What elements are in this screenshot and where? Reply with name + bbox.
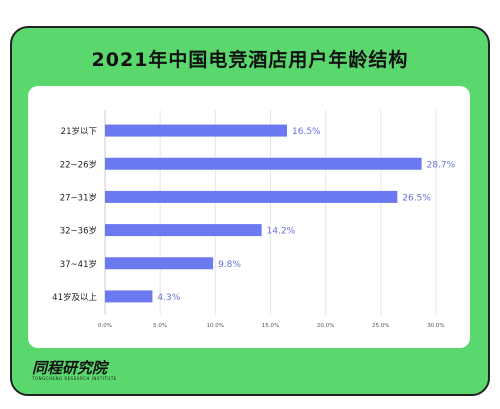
data-label: 9.8% [218,260,241,270]
x-tick-label: 15.0% [262,323,279,329]
category-label: 41岁及以上 [52,292,97,303]
data-label: 4.3% [157,293,180,303]
bar [105,224,262,237]
category-label: 22~26岁 [60,159,97,170]
category-label: 21岁以下 [61,126,98,137]
bar [105,124,288,137]
data-label: 26.5% [402,193,431,203]
x-tick-label: 30.0% [427,323,444,329]
data-label: 16.5% [292,127,321,137]
brand-subtitle: TONGCHENG RESEARCH INSTITUTE [32,376,117,381]
bar [105,190,398,203]
x-tick-label: 20.0% [317,323,334,329]
category-label: 32~36岁 [60,226,97,237]
data-label: 28.7% [427,160,456,170]
x-tick-label: 25.0% [372,323,389,329]
x-tick-label: 10.0% [207,323,224,329]
x-tick-label: 5.0% [153,323,167,329]
brand-logo: 同程研究院 [32,359,108,377]
bar-chart: 0.0% 5.0% 10.0% 15.0% 20.0% 25.0% 30.0% 21岁以下 16… [52,110,456,329]
category-label: 27~31岁 [60,192,97,203]
bar [105,157,422,170]
x-tick-label: 0.0% [98,323,112,329]
bar [105,257,214,270]
chart-title: 2021年中国电竞酒店用户年龄结构 [91,49,409,71]
category-label: 37~41岁 [60,259,97,270]
plot-panel: 0.0% 5.0% 10.0% 15.0% 20.0% 25.0% 30.0% 21岁以下 16… [28,86,470,348]
bar [105,290,153,303]
data-label: 14.2% [267,227,296,237]
